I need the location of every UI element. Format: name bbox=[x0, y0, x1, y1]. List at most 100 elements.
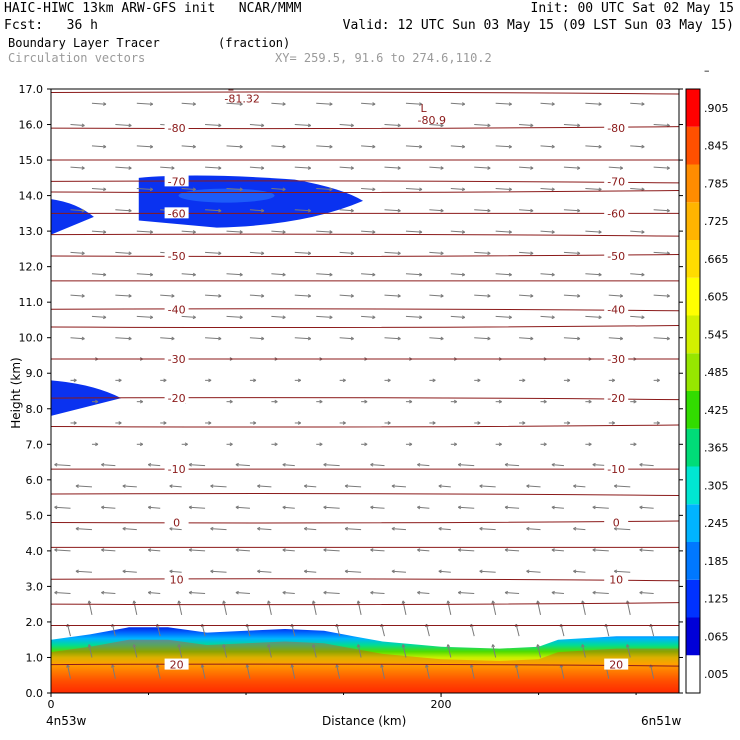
circulation-vector bbox=[136, 230, 153, 233]
vector-arrowhead bbox=[149, 144, 154, 149]
circulation-vector bbox=[189, 592, 206, 595]
vector-arrowhead bbox=[387, 421, 391, 425]
vector-arrowhead bbox=[149, 230, 154, 234]
circulation-vector bbox=[573, 485, 586, 488]
vector-arrowhead bbox=[192, 187, 196, 192]
vector-arrowhead bbox=[498, 399, 502, 404]
vector-arrowhead bbox=[188, 590, 193, 595]
vector-arrowhead bbox=[257, 569, 261, 574]
vector-arrowhead bbox=[103, 315, 107, 320]
vector-arrowhead bbox=[81, 208, 85, 213]
vector-arrowhead bbox=[419, 315, 423, 320]
vector-arrowhead bbox=[210, 526, 214, 531]
circulation-vector bbox=[573, 528, 586, 531]
circulation-vector bbox=[563, 294, 580, 297]
contour-label-bg bbox=[604, 175, 629, 187]
vector-arrowhead bbox=[577, 251, 581, 256]
plot-frame bbox=[50, 88, 680, 694]
circulation-vector bbox=[205, 209, 222, 212]
circulation-vector bbox=[495, 230, 512, 233]
vector-arrowhead bbox=[633, 442, 637, 447]
vector-arrowhead bbox=[530, 166, 534, 170]
colorbar-label: .125 bbox=[704, 593, 729, 606]
circulation-vector bbox=[614, 570, 631, 573]
colorbar-swatch bbox=[686, 428, 700, 467]
vector-arrowhead bbox=[319, 442, 323, 447]
vector-arrowhead bbox=[487, 208, 491, 213]
vector-arrowhead bbox=[530, 336, 534, 341]
circulation-vector bbox=[405, 230, 422, 233]
vector-arrowhead bbox=[461, 144, 466, 149]
vector-arrowhead bbox=[81, 123, 85, 128]
circulation-vector bbox=[136, 102, 153, 105]
circulation-vector bbox=[429, 337, 444, 340]
circulation-vector bbox=[189, 464, 206, 467]
circulation-vector bbox=[205, 294, 222, 297]
vector-arrowhead bbox=[438, 526, 442, 531]
circulation-vector bbox=[136, 315, 153, 318]
vector-arrowhead bbox=[188, 462, 193, 467]
y-tick-label: 14.0 bbox=[19, 190, 44, 203]
circulation-vector bbox=[630, 102, 645, 105]
vector-arrowhead bbox=[128, 336, 132, 341]
circulation-vector bbox=[235, 549, 250, 552]
vector-arrowhead bbox=[147, 548, 152, 552]
circulation-vector bbox=[585, 102, 602, 105]
vector-arrowhead bbox=[461, 102, 466, 106]
circulation-vector bbox=[474, 124, 491, 127]
circulation-vector bbox=[653, 124, 670, 127]
vector-arrowhead bbox=[356, 644, 361, 648]
circulation-vector bbox=[650, 664, 655, 679]
y-tick-label: 1.0 bbox=[26, 651, 44, 664]
vector-arrowhead bbox=[409, 442, 413, 447]
vector-arrowhead bbox=[641, 315, 645, 320]
vector-arrowhead bbox=[577, 166, 581, 170]
circulation-vector bbox=[122, 485, 137, 488]
circulation-vector bbox=[249, 337, 264, 340]
field-units: (fraction) bbox=[218, 36, 291, 50]
circulation-vector bbox=[391, 528, 406, 531]
circulation-vector bbox=[402, 600, 407, 615]
circulation-vector bbox=[316, 315, 333, 318]
circulation-vector bbox=[70, 209, 85, 212]
contour-label-bg bbox=[604, 463, 629, 475]
circulation-vector bbox=[458, 506, 475, 509]
contour-label-bg bbox=[604, 658, 629, 670]
vector-arrowhead bbox=[239, 272, 243, 277]
vector-arrowhead bbox=[598, 144, 602, 149]
contour-label: -20 bbox=[168, 392, 186, 405]
vector-arrowhead bbox=[54, 590, 58, 595]
circulation-vector bbox=[492, 600, 497, 615]
vector-arrowhead bbox=[417, 548, 421, 552]
vector-arrowhead bbox=[282, 272, 286, 277]
colorbar-label: .545 bbox=[704, 328, 729, 341]
vector-arrowhead bbox=[274, 442, 278, 447]
contour-label: 10 bbox=[170, 573, 184, 586]
colorbar-label: .005 bbox=[704, 668, 729, 681]
vector-arrowhead bbox=[329, 102, 333, 106]
contour-label-bg bbox=[164, 353, 189, 365]
circulation-vector bbox=[438, 485, 451, 488]
contour-label: -80 bbox=[168, 122, 186, 135]
vector-arrowhead bbox=[372, 102, 376, 106]
circulation-vector bbox=[630, 187, 645, 190]
vector-arrowhead bbox=[282, 462, 286, 467]
vector-arrowhead bbox=[619, 166, 624, 170]
vector-arrowhead bbox=[491, 644, 496, 648]
circulation-vector bbox=[181, 145, 196, 148]
circulation-vector bbox=[294, 337, 311, 340]
vector-arrowhead bbox=[356, 600, 361, 604]
circulation-vector bbox=[540, 187, 555, 190]
vector-arrowhead bbox=[350, 123, 354, 128]
circulation-vector bbox=[235, 464, 250, 467]
vector-arrowhead bbox=[239, 144, 243, 149]
circulation-vector bbox=[515, 624, 520, 637]
circulation-vector bbox=[357, 644, 362, 658]
circulation-vector bbox=[226, 145, 243, 148]
circulation-vector bbox=[226, 315, 243, 318]
temperature-contour bbox=[51, 602, 679, 606]
vector-arrowhead bbox=[391, 526, 395, 531]
circulation-vector bbox=[474, 337, 491, 340]
circulation-vector bbox=[345, 528, 362, 531]
vector-arrowhead bbox=[526, 526, 530, 531]
